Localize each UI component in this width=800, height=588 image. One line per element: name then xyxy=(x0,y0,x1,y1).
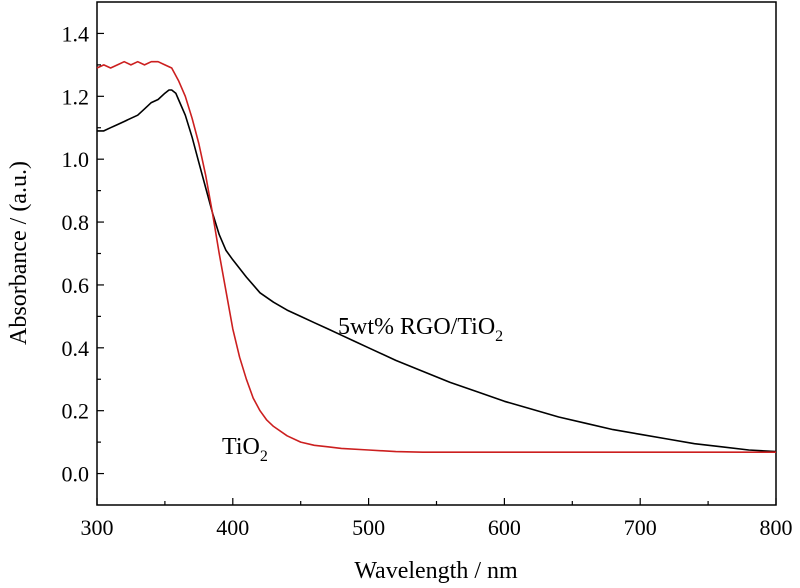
y-tick-label: 1.0 xyxy=(62,147,90,172)
y-tick-label: 0.6 xyxy=(62,273,90,298)
x-axis-title: Wavelength / nm xyxy=(354,558,518,584)
y-tick-label: 0.4 xyxy=(62,336,90,361)
y-tick-label: 0.2 xyxy=(62,399,90,424)
annotation-tio2-main: TiO xyxy=(222,434,260,460)
x-tick-label: 400 xyxy=(216,515,249,540)
ticks: 300 400 500 600 700 800 0.0 0.2 0.4 0.6 0.8 1.0 1.2 1… xyxy=(62,21,793,540)
y-tick-label: 0.8 xyxy=(62,210,90,235)
annotation-rgo-sub: 2 xyxy=(495,328,503,345)
x-tick-label: 500 xyxy=(352,515,385,540)
series-line-rgo xyxy=(97,89,777,453)
x-tick-label: 800 xyxy=(760,515,793,540)
x-tick-label: 300 xyxy=(81,515,114,540)
annotation-rgo-tio2: 5wt% RGO/TiO2 xyxy=(338,314,503,345)
y-tick-label: 1.4 xyxy=(62,21,90,46)
annotation-rgo-main: 5wt% RGO/TiO xyxy=(338,314,495,340)
y-tick-label: 1.2 xyxy=(62,84,90,109)
y-axis-title: Absorbance / (a.u.) xyxy=(6,161,32,345)
plot-frame xyxy=(96,1,777,506)
x-tick-label: 700 xyxy=(624,515,657,540)
series xyxy=(96,60,777,454)
y-tick-label: 0.0 xyxy=(62,462,90,487)
annotation-tio2-sub: 2 xyxy=(260,448,268,465)
x-tick-label: 600 xyxy=(488,515,521,540)
annotation-tio2: TiO2 xyxy=(222,434,268,465)
series-line-tio2 xyxy=(96,60,776,454)
